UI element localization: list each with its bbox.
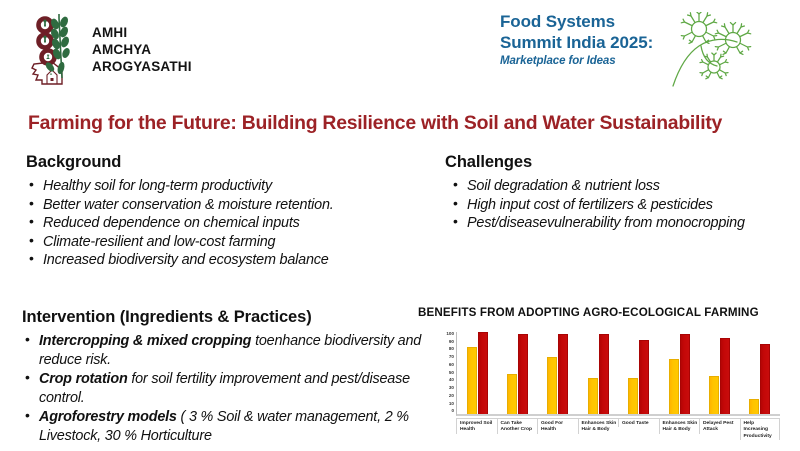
amhi-snake-wheat-house-logo-icon: [28, 12, 84, 86]
list-item: Soil degradation & nutrient loss: [445, 176, 775, 196]
x-tick-label: Improved Soil Health: [456, 419, 497, 434]
challenges-section: Challenges Soil degradation & nutrient l…: [445, 153, 775, 233]
bar-after: [558, 334, 569, 414]
bar-group: [587, 332, 609, 414]
list-item: Healthy soil for long-term productivity: [26, 176, 436, 196]
background-heading: Background: [26, 153, 122, 171]
summit-line-1: Food Systems: [500, 12, 615, 31]
chart-y-axis: 100 90 80 70 60 50 40 30 20 10 0: [436, 331, 454, 414]
y-tick-label: 60: [448, 361, 454, 367]
y-tick-label: 10: [448, 400, 454, 406]
list-item-lead: Intercropping & mixed cropping: [39, 333, 252, 349]
bar-group: [466, 332, 488, 414]
bar-group: [668, 332, 690, 414]
bar-after: [598, 334, 609, 414]
bar-before: [507, 373, 518, 414]
list-item-lead: Crop rotation: [39, 371, 128, 387]
page-title: Farming for the Future: Building Resilie…: [28, 112, 723, 134]
x-tick-label: Good For Health: [537, 419, 578, 434]
amhi-logo-text: AMHI AMCHYA AROGYASATHI: [92, 24, 192, 75]
summit-line-2: Summit India 2025:: [500, 32, 654, 52]
list-item: Climate-resilient and low-cost farming: [26, 232, 436, 252]
bar-after: [639, 340, 650, 414]
list-item: Crop rotation for soil fertility improve…: [22, 369, 422, 407]
chart-title: BENEFITS FROM ADOPTING AGRO-ECOLOGICAL F…: [418, 306, 759, 319]
summit-tagline: Marketplace for Ideas: [500, 55, 616, 68]
bar-after: [760, 344, 771, 414]
food-systems-summit-logo: Food Systems Summit India 2025: Marketpl…: [500, 10, 759, 90]
x-tick-label: Good Taste: [618, 419, 659, 428]
x-tick-label: Can Take Another Crop: [496, 419, 538, 434]
bar-before: [628, 377, 639, 414]
y-tick-label: 90: [448, 338, 454, 344]
list-item: Pest/diseasevulnerability from monocropp…: [445, 213, 775, 233]
list-item-rest: for soil fertility improvement and pest/…: [39, 371, 410, 406]
list-item: Better water conservation & moisture ret…: [26, 195, 436, 215]
background-section: Background Healthy soil for long-term pr…: [26, 153, 436, 270]
list-item: Reduced dependence on chemical inputs: [26, 213, 436, 233]
list-item: Agroforestry models ( 3 % Soil & water m…: [22, 407, 422, 445]
bar-after: [679, 334, 690, 414]
list-item: Increased biodiversity and ecosystem bal…: [26, 250, 436, 270]
list-item-rest: ( 3 % Soil & water management, 2 % Lives…: [39, 409, 409, 444]
bar-after: [719, 337, 730, 414]
bar-after: [518, 334, 529, 414]
bar-group: [547, 332, 569, 414]
bar-group: [628, 332, 650, 414]
y-tick-label: 100: [446, 331, 454, 336]
amhi-line-2: AMCHYA: [92, 41, 152, 57]
challenges-heading: Challenges: [445, 153, 533, 171]
y-tick-label: 70: [448, 354, 454, 360]
amhi-logo: AMHI AMCHYA AROGYASATHI: [28, 12, 192, 86]
y-tick-label: 0: [451, 408, 454, 414]
list-item-rest: toenhance biodiversity and reduce risk.: [39, 333, 422, 368]
y-tick-label: 40: [448, 377, 454, 383]
chart-xaxis-rule: [456, 418, 780, 419]
bar-group: [708, 332, 730, 414]
intervention-heading: Intervention (Ingredients & Practices): [22, 308, 312, 326]
y-tick-label: 80: [448, 346, 454, 352]
x-tick-label: Enhances Skin Hair & Body: [658, 419, 700, 434]
bar-before: [708, 376, 719, 414]
intervention-list: Intercropping & mixed cropping toenhance…: [22, 331, 422, 445]
chart-x-axis-labels: Improved Soil Health Can Take Another Cro…: [456, 419, 781, 451]
list-item-lead: Agroforestry models: [39, 409, 177, 425]
intervention-section: Intervention (Ingredients & Practices) I…: [22, 308, 422, 445]
amhi-line-1: AMHI: [92, 24, 128, 40]
dandelion-sprout-icon: [667, 10, 759, 90]
benefits-bar-chart: BENEFITS FROM ADOPTING AGRO-ECOLOGICAL F…: [418, 306, 786, 450]
amhi-line-3: AROGYASATHI: [92, 58, 192, 74]
list-item: Intercropping & mixed cropping toenhance…: [22, 331, 422, 369]
y-tick-label: 50: [448, 369, 454, 375]
bar-before: [547, 356, 558, 414]
summit-logo-text: Food Systems Summit India 2025: Marketpl…: [500, 12, 653, 67]
bar-group: [507, 332, 529, 414]
bar-before: [749, 399, 760, 414]
x-tick-label: Help Increasing Productivity: [739, 419, 781, 441]
x-tick-label: Enhances Skin Hair & Body: [577, 419, 619, 434]
page-header: AMHI AMCHYA AROGYASATHI Food Systems Sum…: [0, 0, 800, 100]
background-list: Healthy soil for long-term productivity …: [26, 176, 436, 270]
bar-before: [668, 359, 679, 414]
bar-after: [477, 332, 488, 414]
x-tick-label: Delayed Pest Attack: [699, 419, 740, 434]
bar-before: [587, 377, 598, 414]
list-item: High input cost of fertilizers & pestici…: [445, 195, 775, 215]
bar-before: [466, 346, 477, 414]
y-tick-label: 20: [448, 392, 454, 398]
y-tick-label: 30: [448, 385, 454, 391]
challenges-list: Soil degradation & nutrient loss High in…: [445, 176, 775, 233]
bar-group: [749, 332, 771, 414]
chart-plot-area: [456, 332, 780, 416]
